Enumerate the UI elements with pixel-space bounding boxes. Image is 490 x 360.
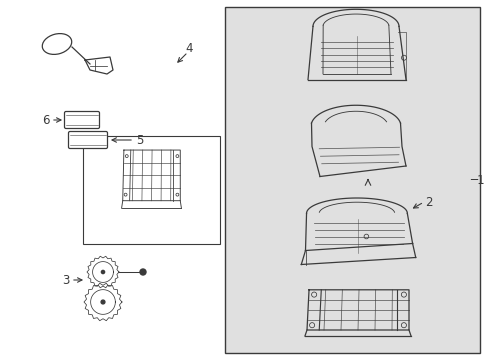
- Text: 2: 2: [425, 195, 433, 208]
- Text: 4: 4: [185, 41, 193, 54]
- Bar: [83, 136, 220, 244]
- Circle shape: [79, 117, 84, 122]
- FancyBboxPatch shape: [65, 112, 99, 129]
- Bar: [225, 7, 480, 353]
- Circle shape: [72, 117, 76, 122]
- Circle shape: [101, 270, 104, 274]
- Circle shape: [76, 138, 81, 143]
- Text: ─1: ─1: [470, 174, 485, 186]
- Circle shape: [101, 300, 105, 304]
- Text: 5: 5: [136, 134, 144, 147]
- Circle shape: [140, 269, 146, 275]
- Circle shape: [95, 138, 99, 143]
- FancyBboxPatch shape: [69, 131, 107, 148]
- Text: 3: 3: [63, 274, 70, 287]
- Circle shape: [88, 117, 93, 122]
- Text: 6: 6: [43, 113, 50, 126]
- Circle shape: [85, 138, 91, 143]
